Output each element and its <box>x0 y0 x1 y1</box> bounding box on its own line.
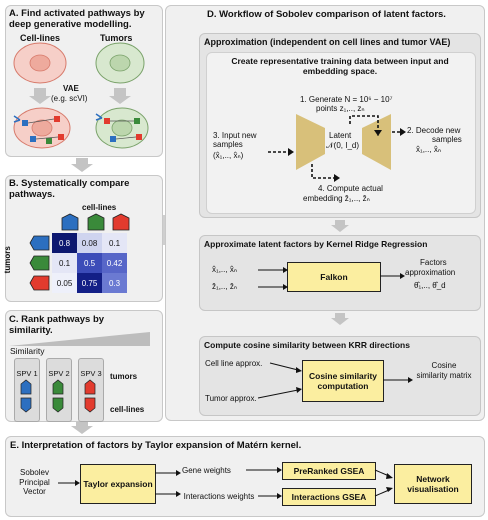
matrix-cell: 0.05 <box>52 273 77 293</box>
arrow-down-icon <box>331 220 349 232</box>
arrow-down-icon <box>29 88 51 104</box>
pathway-red-icon <box>84 379 96 395</box>
arrow-down-icon <box>331 313 349 325</box>
matrix-cell: 0.08 <box>77 233 102 253</box>
panel-b-title: B. Systematically compare pathways. <box>9 178 130 200</box>
theta-label: θ̂₁,.., θ̂_d <box>414 281 446 290</box>
pathway-red-icon <box>84 397 96 413</box>
gene-weights-label: Gene weights <box>182 466 231 475</box>
step3b-label: samples <box>213 140 243 149</box>
krr-input-z: ẑ₁,.., ẑₙ <box>212 282 237 291</box>
network-visualisation-box: Network visualisation <box>394 464 472 504</box>
panel-e-title: E. Interpretation of factors by Taylor e… <box>10 440 302 451</box>
similarity-label: Similarity <box>10 346 45 356</box>
representative-data-title: Create representative training data betw… <box>231 56 449 76</box>
cosine-computation-box: Cosine similarity computation <box>302 360 384 402</box>
vae-label: VAE <box>63 84 79 93</box>
decoder-shape <box>362 114 391 170</box>
cell-lines-label: Cell-lines <box>20 33 61 43</box>
interactions-weights-label: Interactions weights <box>183 492 255 501</box>
step2-label: 2. Decode new <box>407 126 461 135</box>
vae-example-label: (e.g. scVI) <box>51 94 88 103</box>
pathway-green-icon <box>52 397 64 413</box>
matrix-cell: 0.5 <box>77 253 102 273</box>
pathway-green-icon <box>29 255 50 271</box>
spv-cell-lines-label: cell-lines <box>110 405 145 414</box>
step4b-label: embedding ẑ₁,.., ẑₙ <box>303 194 370 203</box>
panel-a-title: A. Find activated pathways by deep gener… <box>9 8 145 30</box>
matrix-cell: 0.75 <box>77 273 102 293</box>
interactions-gsea-box: Interactions GSEA <box>282 488 376 506</box>
spv-label-1: SPV 1 <box>16 369 38 378</box>
tumor-approx-label: Tumor approx. <box>205 394 257 403</box>
sobolev-label: Sobolev Principal Vector <box>19 468 50 496</box>
falkon-box: Falkon <box>287 262 381 292</box>
arrow-down-icon <box>71 158 93 172</box>
latent-label: Latent <box>329 131 352 140</box>
step3c-label: (x̂₁,.., x̂ₙ) <box>213 151 244 160</box>
preranked-gsea-box: PreRanked GSEA <box>282 462 376 480</box>
factors-label: Factors <box>420 258 447 267</box>
cosine-title: Compute cosine similarity between KRR di… <box>204 340 410 350</box>
pathway-blue-icon <box>20 397 32 413</box>
step2b-label: samples <box>432 135 462 144</box>
step4-label: 4. Compute actual <box>318 184 383 193</box>
arrow-down-icon <box>71 422 93 434</box>
cosine-output-label: Cosine similarity matrix <box>416 361 472 380</box>
spv-tumors-label: tumors <box>110 372 138 381</box>
taylor-expansion-box: Taylor expansion <box>80 464 156 504</box>
step2c-label: x̂₁,.., x̂ₙ <box>416 145 441 154</box>
panel-c-title: C. Rank pathways by similarity. <box>9 314 105 336</box>
pathway-green-icon <box>87 213 105 231</box>
matrix-cell: 0.3 <box>102 273 127 293</box>
pathway-green-icon <box>52 379 64 395</box>
matrix-cell: 0.1 <box>102 233 127 253</box>
matrix-cell: 0.42 <box>102 253 127 273</box>
representative-data-panel <box>206 52 476 214</box>
pathway-red-icon <box>112 213 130 231</box>
spv-label-2: SPV 2 <box>48 369 70 378</box>
factors-approx-label: approximation <box>405 268 456 277</box>
tumors-label: Tumors <box>100 33 133 43</box>
spv-label-3: SPV 3 <box>80 369 102 378</box>
pathway-blue-icon <box>61 213 79 231</box>
encoder-shape <box>296 114 325 170</box>
matrix-cell: 0.8 <box>52 233 77 253</box>
latent-dist-label: 𝒩(0, I_d) <box>326 141 360 150</box>
pathway-blue-icon <box>20 379 32 395</box>
step1b-label: points z₁,.., zₙ <box>316 104 365 113</box>
step3-label: 3. Input new <box>213 131 257 140</box>
step1-label: 1. Generate N = 10⁶ − 10⁷ <box>300 95 393 104</box>
arrow-down-icon <box>109 88 131 104</box>
pathway-red-icon <box>29 275 50 291</box>
matrix-col-label: cell-lines <box>82 203 117 212</box>
krr-title: Approximate latent factors by Kernel Rid… <box>204 239 428 249</box>
cell-line-approx-label: Cell line approx. <box>205 359 263 368</box>
similarity-gradient <box>9 332 150 346</box>
pathway-blue-icon <box>29 235 50 251</box>
matrix-cell: 0.1 <box>52 253 77 273</box>
panel-d-title: D. Workflow of Sobolev comparison of lat… <box>207 9 446 20</box>
krr-input-x: x̂₁,.., x̂ₙ <box>212 265 237 274</box>
approximation-title: Approximation (independent on cell lines… <box>204 37 451 47</box>
